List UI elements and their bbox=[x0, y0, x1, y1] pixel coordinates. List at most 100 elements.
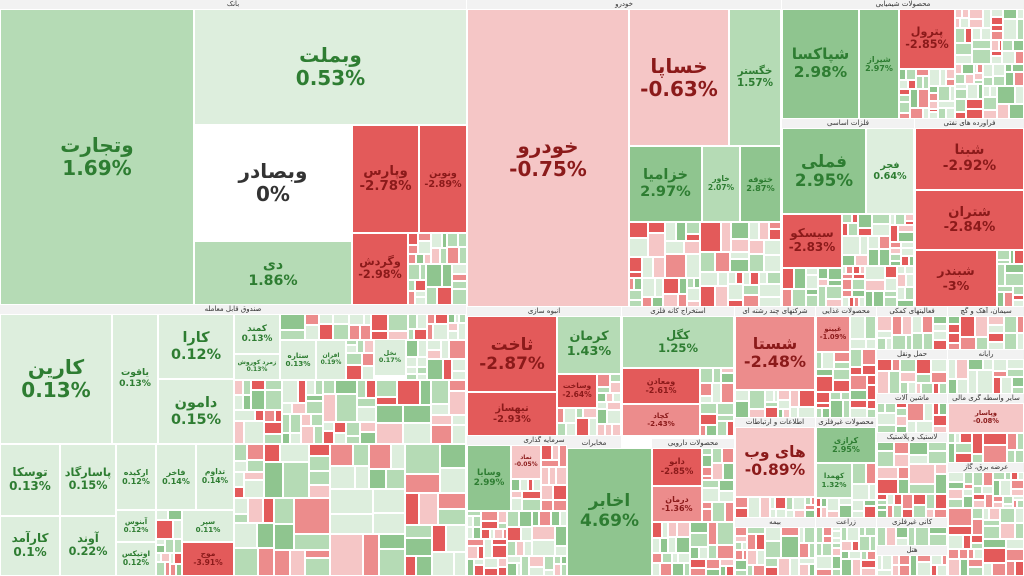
small-tile[interactable] bbox=[890, 254, 901, 261]
small-tile[interactable] bbox=[853, 274, 865, 279]
small-tile[interactable] bbox=[610, 382, 621, 393]
small-tile[interactable] bbox=[549, 467, 556, 485]
treemap-tile[interactable]: سپر 0.11% bbox=[182, 510, 234, 542]
small-tile[interactable] bbox=[290, 433, 301, 444]
treemap-tile[interactable]: کارآمد 0.1% bbox=[0, 516, 60, 576]
small-tile[interactable] bbox=[629, 222, 648, 238]
small-tile[interactable] bbox=[379, 549, 405, 576]
small-tile[interactable] bbox=[629, 300, 642, 307]
small-tile[interactable] bbox=[993, 371, 1007, 377]
small-tile[interactable] bbox=[706, 569, 720, 576]
small-tile[interactable] bbox=[832, 556, 841, 569]
small-tile[interactable] bbox=[702, 509, 712, 522]
small-tile[interactable] bbox=[672, 563, 684, 576]
small-tile[interactable] bbox=[759, 297, 781, 307]
small-tile[interactable] bbox=[1004, 333, 1017, 350]
small-tile[interactable] bbox=[309, 485, 330, 498]
small-tile[interactable] bbox=[730, 252, 749, 259]
small-tile[interactable] bbox=[408, 314, 417, 329]
small-tile[interactable] bbox=[467, 559, 474, 576]
small-tile[interactable] bbox=[765, 527, 781, 541]
small-tile[interactable] bbox=[433, 324, 448, 340]
small-tile[interactable] bbox=[408, 233, 418, 245]
small-tile[interactable] bbox=[702, 502, 712, 509]
small-tile[interactable] bbox=[415, 297, 426, 305]
small-tile[interactable] bbox=[702, 480, 719, 488]
small-tile[interactable] bbox=[960, 433, 972, 443]
small-tile[interactable] bbox=[879, 236, 890, 249]
small-tile[interactable] bbox=[852, 214, 858, 223]
small-tile[interactable] bbox=[391, 444, 405, 469]
small-tile[interactable] bbox=[892, 335, 906, 350]
small-tile[interactable] bbox=[597, 409, 607, 424]
small-tile[interactable] bbox=[449, 340, 466, 359]
treemap-tile[interactable]: شبنا -2.92% bbox=[915, 128, 1024, 190]
small-tile[interactable] bbox=[854, 297, 859, 307]
small-tile[interactable] bbox=[447, 247, 459, 264]
small-tile[interactable] bbox=[991, 25, 1003, 31]
small-tile[interactable] bbox=[552, 445, 559, 460]
small-tile[interactable] bbox=[725, 502, 734, 522]
small-tile[interactable] bbox=[597, 374, 610, 387]
small-tile[interactable] bbox=[438, 509, 466, 525]
small-tile[interactable] bbox=[605, 424, 612, 436]
small-tile[interactable] bbox=[369, 469, 386, 489]
treemap-tile[interactable]: ستاره 0.13% bbox=[280, 340, 316, 380]
small-tile[interactable] bbox=[700, 396, 712, 403]
small-tile[interactable] bbox=[492, 545, 507, 558]
small-tile[interactable] bbox=[993, 480, 1000, 496]
small-tile[interactable] bbox=[955, 9, 962, 18]
small-tile[interactable] bbox=[386, 469, 405, 489]
small-tile[interactable] bbox=[174, 539, 182, 553]
small-tile[interactable] bbox=[1011, 489, 1024, 496]
small-tile[interactable] bbox=[997, 86, 1015, 104]
small-tile[interactable] bbox=[589, 418, 597, 436]
small-tile[interactable] bbox=[559, 445, 567, 467]
small-tile[interactable] bbox=[665, 254, 686, 278]
small-tile[interactable] bbox=[816, 392, 830, 403]
small-tile[interactable] bbox=[452, 281, 467, 289]
small-tile[interactable] bbox=[346, 345, 357, 353]
small-tile[interactable] bbox=[858, 214, 872, 228]
small-tile[interactable] bbox=[877, 413, 896, 425]
small-tile[interactable] bbox=[1011, 480, 1024, 489]
small-tile[interactable] bbox=[972, 508, 983, 519]
small-tile[interactable] bbox=[731, 239, 749, 252]
small-tile[interactable] bbox=[1012, 387, 1024, 394]
small-tile[interactable] bbox=[983, 77, 993, 86]
small-tile[interactable] bbox=[174, 553, 182, 564]
small-tile[interactable] bbox=[607, 402, 621, 410]
small-tile[interactable] bbox=[973, 494, 985, 500]
small-tile[interactable] bbox=[652, 563, 660, 576]
small-tile[interactable] bbox=[349, 325, 360, 340]
small-tile[interactable] bbox=[247, 460, 264, 472]
small-tile[interactable] bbox=[455, 314, 459, 323]
small-tile[interactable] bbox=[447, 233, 458, 247]
small-tile[interactable] bbox=[850, 339, 866, 349]
small-tile[interactable] bbox=[973, 486, 982, 494]
small-tile[interactable] bbox=[309, 456, 330, 471]
small-tile[interactable] bbox=[452, 415, 466, 425]
small-tile[interactable] bbox=[156, 510, 168, 520]
small-tile[interactable] bbox=[686, 222, 700, 234]
treemap-tile[interactable]: درمان -1.36% bbox=[652, 486, 702, 522]
small-tile[interactable] bbox=[282, 433, 290, 444]
small-tile[interactable] bbox=[830, 400, 843, 418]
small-tile[interactable] bbox=[541, 500, 553, 511]
small-tile[interactable] bbox=[305, 550, 330, 558]
small-tile[interactable] bbox=[942, 555, 947, 565]
small-tile[interactable] bbox=[511, 491, 522, 498]
small-tile[interactable] bbox=[889, 371, 900, 394]
small-tile[interactable] bbox=[972, 28, 981, 40]
small-tile[interactable] bbox=[948, 443, 955, 463]
small-tile[interactable] bbox=[910, 555, 917, 576]
small-tile[interactable] bbox=[983, 86, 990, 97]
small-tile[interactable] bbox=[408, 280, 415, 291]
small-tile[interactable] bbox=[373, 489, 405, 513]
small-tile[interactable] bbox=[452, 289, 467, 305]
small-tile[interactable] bbox=[922, 316, 933, 333]
small-tile[interactable] bbox=[931, 372, 947, 383]
small-tile[interactable] bbox=[1017, 19, 1024, 40]
small-tile[interactable] bbox=[544, 556, 554, 570]
small-tile[interactable] bbox=[910, 108, 923, 119]
